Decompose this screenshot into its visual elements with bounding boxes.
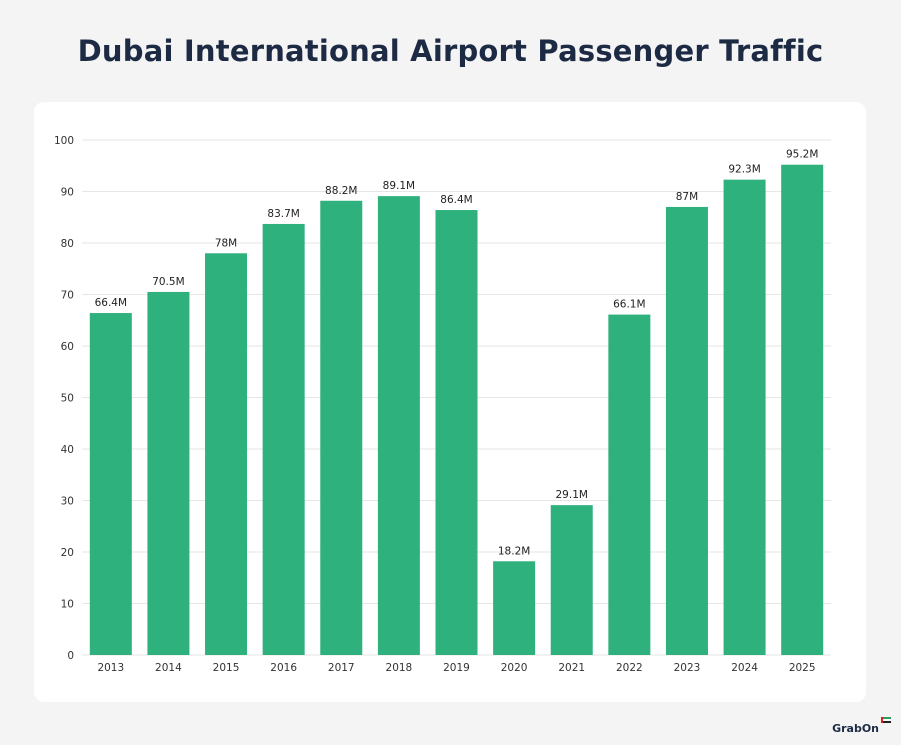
data-label: 83.7M — [267, 208, 299, 220]
y-tick-label: 30 — [61, 496, 74, 508]
data-label: 95.2M — [786, 149, 818, 161]
data-label: 18.2M — [498, 545, 530, 557]
y-tick-label: 10 — [61, 599, 74, 611]
x-tick-label: 2017 — [328, 662, 355, 674]
x-tick-label: 2016 — [270, 662, 297, 674]
x-tick-label: 2024 — [731, 662, 758, 674]
x-tick-label: 2025 — [789, 662, 816, 674]
data-label: 92.3M — [728, 164, 760, 176]
data-label: 78M — [215, 237, 237, 249]
brand-logo: GrabOn — [832, 717, 891, 736]
x-tick-label: 2015 — [213, 662, 240, 674]
flag-icon — [881, 717, 891, 723]
data-label: 66.1M — [613, 299, 645, 311]
data-label: 70.5M — [152, 276, 184, 288]
bar — [147, 291, 190, 655]
data-label: 89.1M — [383, 180, 415, 192]
x-tick-label: 2014 — [155, 662, 182, 674]
data-label: 66.4M — [95, 297, 127, 309]
data-label: 29.1M — [556, 489, 588, 501]
bar — [781, 164, 824, 655]
bar — [608, 314, 651, 655]
data-label: 86.4M — [440, 194, 472, 206]
bar — [550, 505, 593, 655]
x-tick-label: 2023 — [674, 662, 701, 674]
y-tick-label: 50 — [61, 393, 74, 405]
bar — [723, 179, 766, 655]
brand-name: GrabOn — [832, 722, 879, 735]
data-label: 88.2M — [325, 185, 357, 197]
y-tick-label: 20 — [61, 547, 74, 559]
x-tick-label: 2022 — [616, 662, 643, 674]
bar — [89, 313, 132, 655]
y-tick-label: 40 — [61, 444, 74, 456]
x-tick-label: 2018 — [386, 662, 413, 674]
x-tick-label: 2020 — [501, 662, 528, 674]
y-tick-label: 80 — [61, 238, 74, 250]
bar — [320, 200, 363, 655]
chart-card: 0 10 20 30 40 50 60 70 80 90 100 66.4M 2013 70.5M 2014… — [34, 102, 866, 702]
y-tick-label: 60 — [61, 341, 74, 353]
chart-title: Dubai International Airport Passenger Tr… — [77, 34, 824, 68]
y-tick-label: 0 — [67, 650, 74, 662]
bar — [377, 196, 420, 655]
x-tick-label: 2019 — [443, 662, 470, 674]
bar — [205, 253, 248, 656]
bar — [435, 210, 478, 655]
bar — [493, 561, 536, 655]
bar — [665, 206, 708, 655]
bar — [262, 223, 305, 655]
y-tick-label: 100 — [54, 135, 74, 147]
x-tick-label: 2013 — [97, 662, 124, 674]
x-tick-label: 2021 — [558, 662, 585, 674]
data-label: 87M — [676, 191, 698, 203]
y-tick-label: 90 — [61, 187, 74, 199]
bar-chart: 0 10 20 30 40 50 60 70 80 90 100 66.4M 2013 70.5M 2014… — [54, 135, 831, 674]
y-tick-label: 70 — [61, 290, 74, 302]
